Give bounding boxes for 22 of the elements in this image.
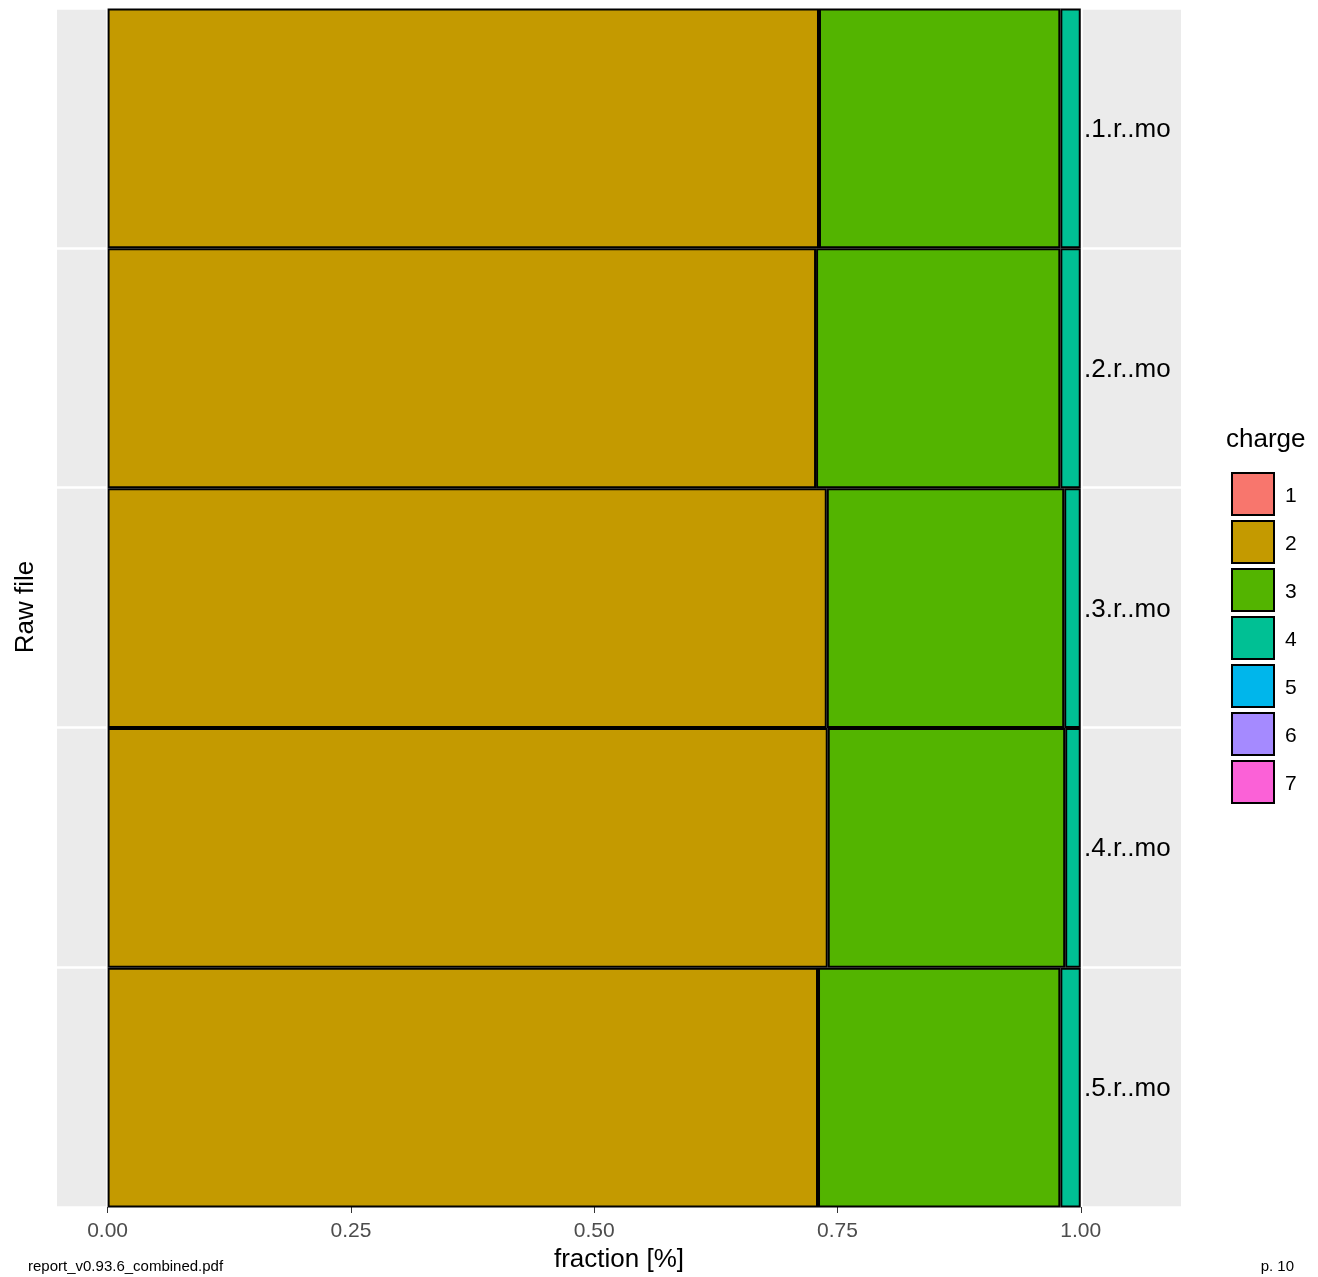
y-tick-label: .5.r..mo: [1084, 1072, 1171, 1103]
x-tick-label: 1.00: [1060, 1218, 1102, 1241]
x-tick-label: 0.50: [573, 1218, 615, 1241]
y-tick-label: .4.r..mo: [1084, 832, 1171, 863]
x-axis-title: fraction [%]: [553, 1242, 685, 1273]
text: p. 10: [1260, 1257, 1295, 1274]
y-tick-label: .2.r..mo: [1084, 352, 1171, 383]
legend-label: 2: [1285, 530, 1297, 554]
y-axis-title: Raw file: [9, 560, 39, 654]
legend-label: 3: [1285, 578, 1297, 602]
legend-title: charge: [1226, 423, 1306, 453]
y-tick-label: .3.r..mo: [1084, 592, 1171, 623]
legend-label: 7: [1285, 770, 1297, 794]
x-tick-label: 0.25: [330, 1218, 372, 1241]
text: report_v0.93.6_combined.pdf: [28, 1257, 224, 1274]
legend-label: 6: [1285, 722, 1297, 746]
legend-label: 5: [1285, 674, 1297, 698]
legend-label: 4: [1285, 626, 1297, 650]
legend-label: 1: [1285, 482, 1297, 506]
x-tick-label: 0.00: [87, 1218, 129, 1241]
x-tick-label: 0.75: [817, 1218, 858, 1241]
y-tick-label: .1.r..mo: [1084, 112, 1171, 143]
